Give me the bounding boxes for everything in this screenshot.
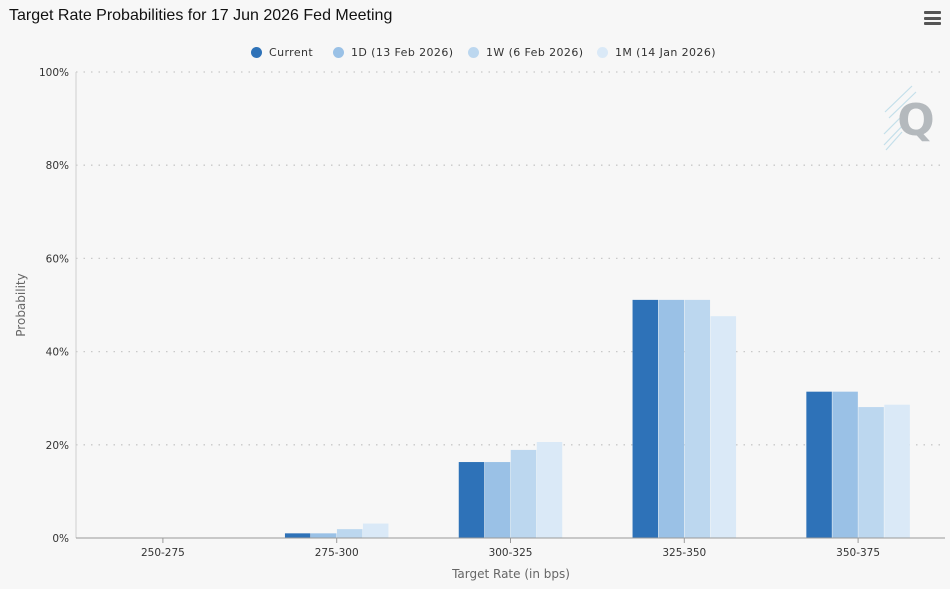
- legend-marker: [468, 46, 479, 58]
- bar[interactable]: [362, 523, 389, 538]
- bar[interactable]: [536, 442, 563, 538]
- legend-label: 1W (6 Feb 2026): [486, 45, 584, 59]
- legend-marker: [333, 46, 344, 58]
- legend-label: Current: [269, 45, 314, 59]
- x-tick-label: 250-275: [141, 547, 185, 559]
- bar[interactable]: [658, 299, 685, 538]
- x-tick-label: 325-350: [662, 547, 706, 559]
- y-axis-label: Probability: [14, 273, 28, 336]
- hamburger-menu-icon[interactable]: [924, 11, 941, 25]
- bar[interactable]: [484, 462, 511, 538]
- bar[interactable]: [458, 462, 485, 538]
- y-tick-labels: 0% 20% 40% 60% 80% 100%: [39, 67, 69, 545]
- svg-text:Q: Q: [897, 95, 934, 146]
- chart-legend: Current 1D (13 Feb 2026) 1W (6 Feb 2026)…: [0, 43, 950, 61]
- bar[interactable]: [806, 391, 832, 538]
- legend-label: 1M (14 Jan 2026): [615, 45, 716, 59]
- y-tick-label: 0%: [52, 533, 69, 545]
- bar[interactable]: [710, 316, 737, 538]
- legend-label: 1D (13 Feb 2026): [351, 45, 454, 59]
- legend-marker: [597, 46, 608, 58]
- x-axis-label: Target Rate (in bps): [451, 567, 570, 581]
- x-tick-label: 275-300: [315, 547, 359, 559]
- x-tick-label: 300-325: [489, 547, 533, 559]
- bar[interactable]: [684, 299, 711, 538]
- bars: [284, 299, 910, 538]
- bar[interactable]: [858, 407, 884, 538]
- legend-item-1d[interactable]: 1D (13 Feb 2026): [333, 43, 453, 61]
- legend-item-1m[interactable]: 1M (14 Jan 2026): [597, 43, 716, 61]
- legend-marker: [251, 46, 262, 58]
- y-tick-label: 100%: [39, 67, 69, 79]
- bar[interactable]: [336, 529, 363, 538]
- bar[interactable]: [310, 533, 337, 538]
- y-tick-label: 40%: [46, 347, 69, 359]
- bar[interactable]: [832, 391, 858, 538]
- gridlines: [76, 71, 945, 446]
- legend-item-1w[interactable]: 1W (6 Feb 2026): [468, 43, 583, 61]
- x-tick-labels: 250-275 275-300 300-325 325-350 350-375: [141, 538, 880, 559]
- x-tick-label: 350-375: [836, 547, 880, 559]
- y-tick-label: 60%: [46, 253, 69, 265]
- legend-item-current[interactable]: Current: [251, 43, 313, 61]
- bar[interactable]: [884, 404, 910, 538]
- chart-title: Target Rate Probabilities for 17 Jun 202…: [9, 7, 393, 24]
- bar[interactable]: [632, 299, 659, 538]
- y-tick-label: 80%: [46, 160, 69, 172]
- bar[interactable]: [284, 533, 311, 538]
- bar[interactable]: [510, 449, 537, 538]
- axes: [75, 72, 945, 539]
- q-logo-icon: Q: [883, 85, 935, 151]
- y-tick-label: 20%: [46, 440, 69, 452]
